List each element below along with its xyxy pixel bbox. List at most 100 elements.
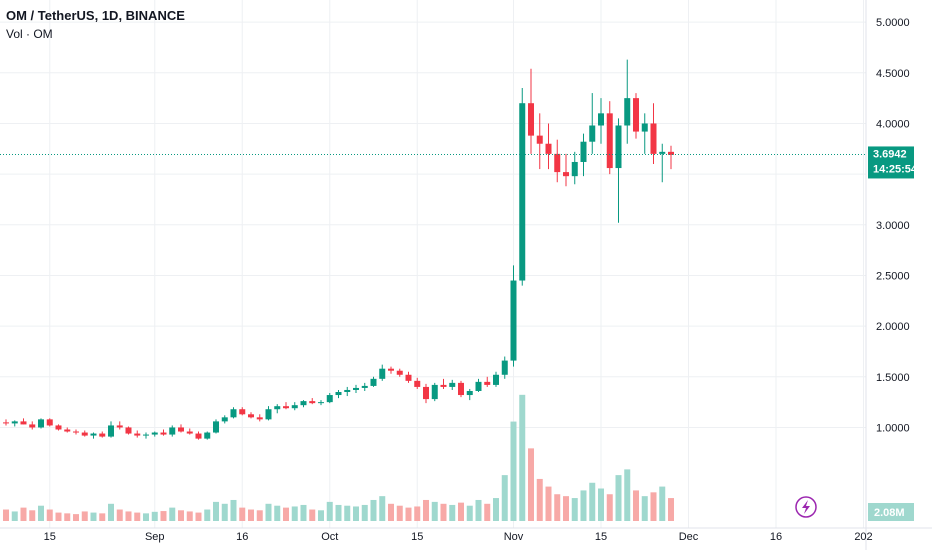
candle — [300, 400, 307, 408]
candle-body — [414, 380, 421, 387]
candle — [38, 418, 44, 429]
candle — [606, 101, 613, 175]
candle-body — [449, 382, 456, 387]
candle — [633, 93, 639, 139]
volume-bar — [248, 509, 254, 521]
volume-bar — [64, 513, 71, 521]
candle — [598, 98, 604, 144]
candle — [195, 431, 202, 440]
volume-bar — [300, 504, 307, 521]
candle-body — [265, 409, 272, 420]
candle — [650, 103, 657, 164]
time-tick: Oct — [321, 531, 338, 543]
candle-body — [668, 151, 674, 155]
volume-bar — [81, 511, 88, 521]
volume-bar — [178, 510, 184, 521]
candle — [580, 133, 587, 177]
volume-bar — [458, 502, 464, 521]
volume-bar — [125, 511, 132, 521]
volume-bar — [230, 499, 237, 521]
candle — [370, 376, 377, 387]
candle-body — [353, 387, 359, 390]
candle-body — [519, 103, 526, 281]
volume-bar — [545, 486, 552, 521]
candle-body — [29, 424, 36, 428]
candle-body — [598, 113, 604, 126]
price-tick: 4.0000 — [876, 118, 910, 130]
volume-bar — [571, 498, 578, 521]
volume-bar — [440, 503, 447, 521]
volume-bar — [143, 513, 149, 521]
candle — [466, 388, 473, 401]
volume-bar — [589, 482, 596, 521]
candle — [475, 378, 482, 392]
candle — [388, 366, 394, 374]
volume-bar — [90, 512, 97, 521]
candle — [361, 382, 368, 391]
candle-body — [256, 417, 263, 420]
price-tick: 4.5000 — [876, 68, 910, 80]
volume-bar — [414, 506, 421, 521]
candle-body — [335, 392, 342, 396]
candle-body — [326, 395, 333, 403]
candle-body — [204, 432, 211, 439]
volume-bar — [598, 488, 604, 521]
candle-body — [440, 384, 447, 387]
candle — [458, 380, 464, 398]
candle-body — [81, 432, 88, 436]
candle — [353, 384, 359, 394]
candle — [213, 419, 219, 434]
candle — [335, 389, 342, 399]
volume-bar — [466, 505, 473, 521]
time-tick: Sep — [145, 531, 165, 543]
volume-legend: Vol · OM — [6, 27, 53, 41]
candle-body — [423, 386, 429, 400]
volume-bar — [475, 499, 482, 521]
volume-bar — [309, 509, 316, 521]
candle-body — [160, 432, 167, 435]
volume-bar — [493, 498, 499, 521]
volume-bar — [195, 512, 202, 521]
candle — [3, 419, 9, 426]
candle — [108, 421, 114, 438]
candle — [510, 265, 517, 367]
candle — [99, 431, 106, 438]
candle — [536, 113, 543, 170]
last-price-tag: 3.6942 14:25:54 — [868, 146, 918, 179]
volume-bar — [659, 486, 666, 521]
candle — [274, 404, 281, 414]
volume-bars — [3, 394, 674, 521]
volume-bar — [151, 511, 158, 521]
candle — [309, 398, 316, 405]
candle-body — [624, 98, 631, 126]
time-axis[interactable]: 15 Sep 16 Oct 15 Nov 15 Dec 16 202 — [44, 531, 873, 543]
candle-body — [641, 123, 648, 132]
volume-bar — [580, 490, 587, 521]
volume-bar — [318, 510, 324, 521]
candle — [134, 430, 141, 438]
candle-body — [230, 409, 237, 418]
price-axis[interactable]: 1.00001.50002.00002.50003.00003.50004.00… — [876, 17, 910, 434]
volume-bar — [204, 509, 211, 521]
countdown-value: 14:25:54 — [873, 163, 918, 175]
volume-bar — [606, 494, 613, 521]
volume-bar — [256, 510, 263, 521]
lightning-icon[interactable] — [795, 496, 817, 518]
candle — [379, 364, 386, 381]
candle — [256, 414, 263, 422]
candle — [659, 143, 666, 183]
volume-bar — [650, 492, 657, 521]
volume-bar — [46, 509, 53, 521]
volume-bar — [116, 509, 123, 521]
volume-bar — [221, 503, 228, 521]
time-tick: 16 — [236, 531, 248, 543]
candle-body — [475, 381, 482, 391]
candle — [571, 151, 578, 185]
volume-bar — [501, 475, 508, 521]
candle-body — [361, 385, 368, 388]
volume-bar — [431, 501, 438, 521]
candle — [545, 123, 552, 170]
candle — [73, 429, 79, 435]
